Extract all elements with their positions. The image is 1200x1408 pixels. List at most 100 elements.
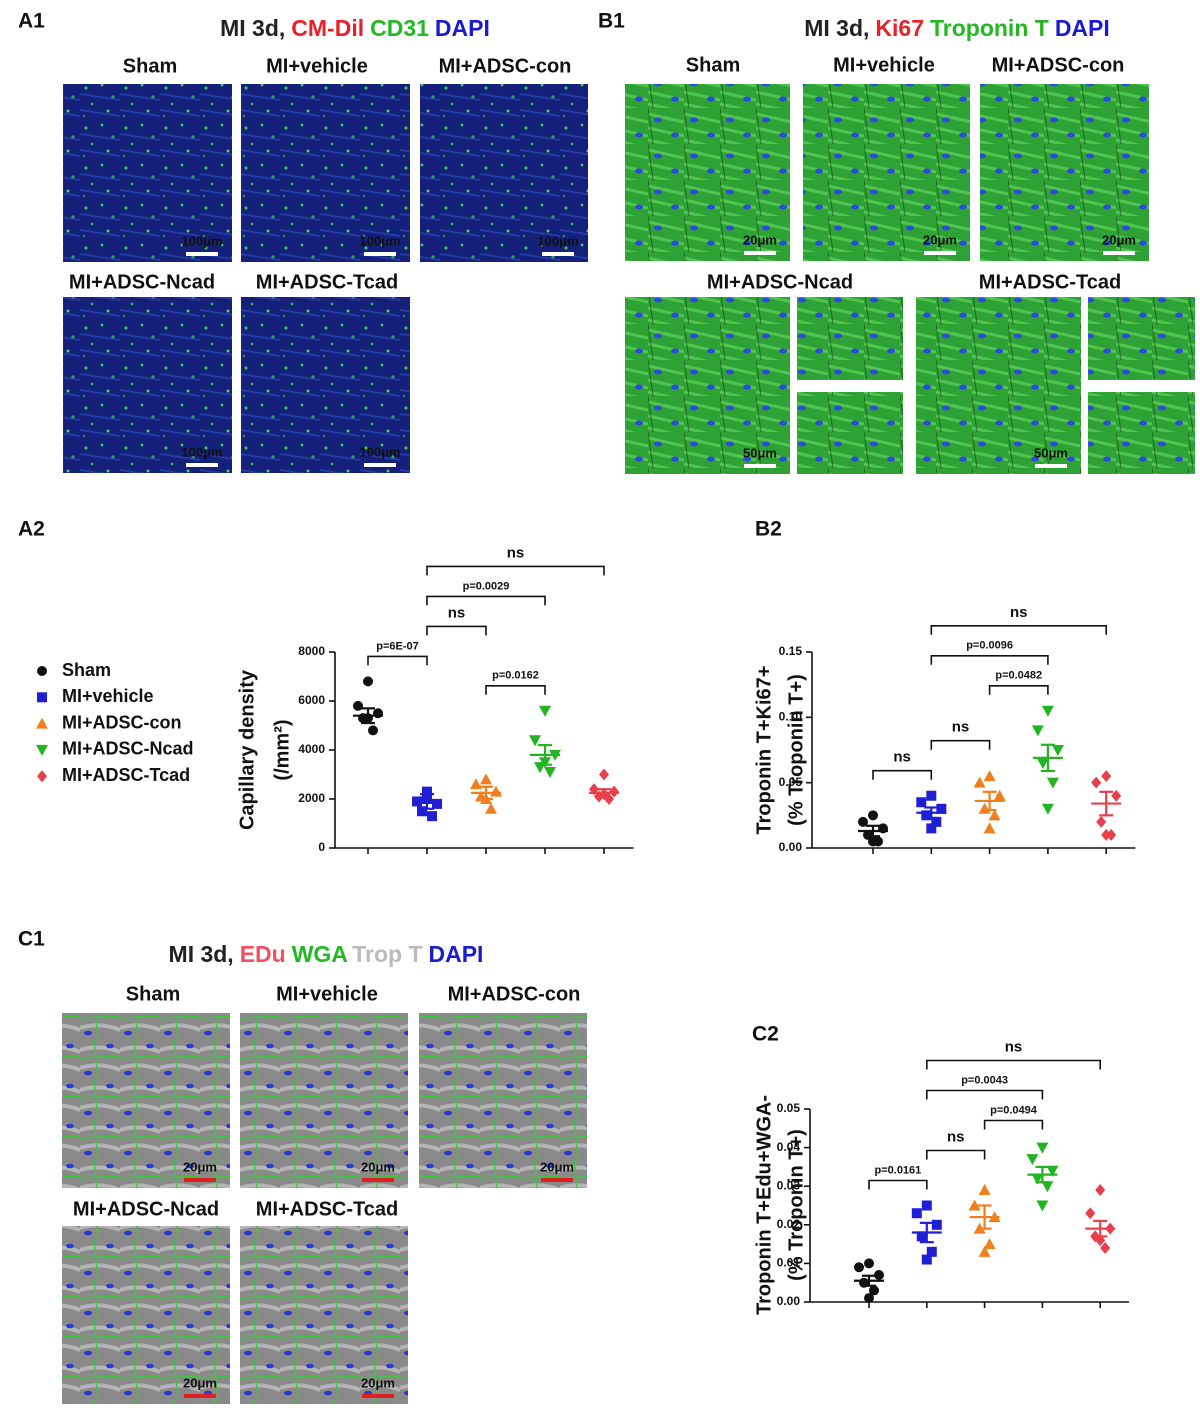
y-axis-label: (% Troponin T+) [785, 1129, 807, 1281]
panel-title: MI 3d, EDu WGA Trop T DAPI [169, 941, 484, 967]
dot [599, 768, 609, 781]
dot [931, 816, 942, 827]
title-part: CD31 [370, 15, 429, 41]
y-tick-label: 0 [318, 840, 325, 854]
significance-bracket [930, 655, 1049, 665]
title-part: MI 3d, [169, 941, 234, 967]
micrograph [62, 1013, 230, 1188]
scale-bar-label: 50μm [1034, 445, 1068, 460]
significance-bracket [983, 1119, 1044, 1130]
dot [916, 797, 927, 808]
panel-title: MI 3d, CM-Dil CD31 DAPI [220, 15, 490, 41]
dot [978, 1184, 991, 1196]
significance-bracket [926, 1089, 1044, 1100]
significance-label: p=0.0096 [966, 640, 1013, 652]
dot [422, 786, 432, 797]
dot [993, 789, 1006, 801]
dot [936, 803, 947, 814]
dot [1031, 725, 1044, 737]
y-tick-label: 4000 [298, 742, 325, 756]
title-part: Ki67 [875, 15, 924, 41]
image-title: Sham [123, 55, 177, 77]
micrograph [625, 84, 790, 261]
title-part: DAPI [1055, 15, 1110, 41]
y-axis-label: Troponin T+Edu+WGA- [753, 1095, 775, 1315]
significance-label: ns [947, 1128, 965, 1145]
y-tick-label: 6000 [298, 693, 325, 707]
y-axis-label: (/mm²) [271, 719, 293, 780]
dot [417, 806, 427, 817]
image-title: MI+vehicle [833, 54, 935, 76]
y-axis-label: (% Troponin T+) [785, 674, 807, 826]
dot [926, 1246, 937, 1257]
y-tick-label: 0.05 [779, 775, 803, 789]
image-title: Sham [686, 54, 740, 76]
legend-marker [36, 717, 48, 729]
legend-label: MI+vehicle [62, 686, 154, 706]
scale-bar-label: 100μm [537, 233, 578, 248]
significance-bracket [988, 685, 1049, 695]
micrograph [241, 84, 410, 262]
dot [427, 811, 437, 822]
micrograph [240, 1013, 408, 1188]
dot [480, 773, 492, 785]
panel-label: C2 [752, 1023, 779, 1046]
dot [1101, 828, 1112, 841]
significance-bracket [930, 739, 991, 750]
micrograph [240, 1226, 408, 1404]
significance-label: p=0.0482 [995, 670, 1042, 682]
dot [916, 1231, 927, 1242]
scale-bar-label: 20μm [361, 1159, 395, 1174]
image-title: Sham [126, 983, 180, 1005]
dot [921, 1200, 932, 1211]
scale-bar-label: 20μm [183, 1159, 217, 1174]
significance-bracket [926, 1149, 986, 1160]
image-title: MI+ADSC-Ncad [73, 1198, 219, 1220]
inset-micrograph [797, 392, 903, 474]
micrograph [916, 297, 1081, 474]
dot [368, 725, 378, 736]
dot [926, 790, 937, 801]
significance-bracket [426, 595, 546, 606]
dot [921, 810, 932, 821]
significance-bracket [930, 625, 1107, 635]
significance-label: ns [952, 719, 970, 736]
dot [968, 1199, 981, 1211]
significance-bracket [872, 769, 933, 780]
scale-bar-label: 100μm [359, 233, 400, 248]
scale-bar-label: 20μm [743, 232, 777, 247]
significance-label: ns [1005, 1038, 1023, 1055]
legend-label: MI+ADSC-con [62, 712, 182, 732]
dot [868, 810, 878, 821]
legend-marker [37, 770, 47, 783]
title-part: CM-Dil [291, 15, 364, 41]
dot [978, 1245, 991, 1257]
dot [432, 798, 442, 809]
dot [1036, 758, 1049, 770]
dot [983, 822, 996, 834]
dot [609, 785, 619, 798]
dot [988, 809, 1001, 821]
inset-micrograph [1088, 297, 1195, 380]
dot [874, 1269, 884, 1280]
micrograph [62, 1226, 230, 1404]
image-title: MI+ADSC-Ncad [69, 271, 215, 293]
dot [864, 1293, 874, 1304]
dot [1026, 1154, 1039, 1166]
significance-bracket [926, 1059, 1101, 1070]
dot [1096, 815, 1107, 828]
title-part: WGA [292, 941, 348, 967]
significance-label: ns [893, 749, 911, 766]
image-title: MI+ADSC-con [992, 54, 1125, 76]
inset-micrograph [1088, 392, 1195, 474]
title-part: DAPI [429, 941, 484, 967]
y-axis-label: Troponin T+Ki67+ [753, 666, 775, 835]
y-tick-label: 0.15 [779, 644, 803, 658]
scale-bar-label: 50μm [743, 445, 777, 460]
y-tick-label: 0.04 [777, 1140, 801, 1154]
dot [1095, 1184, 1106, 1197]
dot [858, 816, 868, 827]
image-title: MI+vehicle [266, 55, 368, 77]
dot [1051, 745, 1064, 756]
legend-marker [37, 666, 47, 676]
